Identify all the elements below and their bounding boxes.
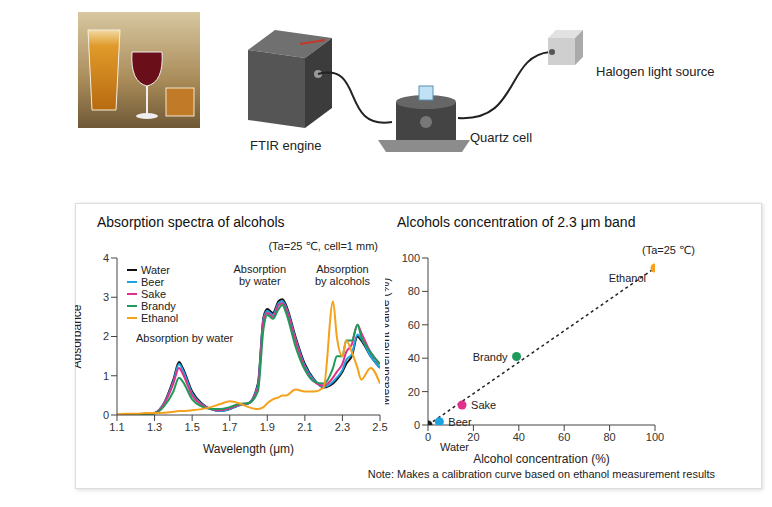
svg-text:Ethanol: Ethanol <box>609 272 646 284</box>
svg-text:100: 100 <box>646 431 664 443</box>
svg-text:3: 3 <box>103 291 109 303</box>
svg-text:0: 0 <box>425 431 431 443</box>
svg-text:Sake: Sake <box>471 399 496 411</box>
svg-text:Sake: Sake <box>141 288 166 300</box>
svg-text:Absorptionby water: Absorptionby water <box>233 263 286 287</box>
svg-text:1.5: 1.5 <box>184 421 199 433</box>
svg-text:Beer: Beer <box>141 276 165 288</box>
svg-text:Absorbance: Absorbance <box>75 304 84 368</box>
svg-text:4: 4 <box>103 252 109 264</box>
svg-text:Brandy: Brandy <box>141 300 176 312</box>
svg-text:2: 2 <box>103 330 109 342</box>
svg-text:100: 100 <box>402 252 420 264</box>
svg-text:1: 1 <box>103 370 109 382</box>
svg-text:Water: Water <box>141 264 170 276</box>
svg-text:2.1: 2.1 <box>297 421 312 433</box>
svg-text:Absorptionby alcohols: Absorptionby alcohols <box>315 263 371 287</box>
svg-text:(Ta=25 ℃): (Ta=25 ℃) <box>642 244 695 256</box>
svg-text:Alcohol concentration (%): Alcohol concentration (%) <box>473 452 610 466</box>
svg-text:1.3: 1.3 <box>147 421 162 433</box>
svg-text:40: 40 <box>513 431 525 443</box>
svg-text:Absorption by water: Absorption by water <box>136 332 234 344</box>
svg-text:(Ta=25 ℃, cell=1 mm): (Ta=25 ℃, cell=1 mm) <box>268 240 378 252</box>
svg-text:Beer: Beer <box>448 416 472 428</box>
html-text:Alcohols concentration of 2.3: Alcohols concentration of 2.3 μm band <box>397 214 636 230</box>
svg-text:Halogen light source: Halogen light source <box>596 64 715 79</box>
svg-text:Water: Water <box>440 441 469 453</box>
svg-text:80: 80 <box>408 285 420 297</box>
svg-text:2.5: 2.5 <box>372 421 387 433</box>
svg-text:60: 60 <box>558 431 570 443</box>
svg-text:60: 60 <box>408 319 420 331</box>
svg-text:40: 40 <box>408 352 420 364</box>
svg-text:Brandy: Brandy <box>473 351 508 363</box>
svg-text:Ethanol: Ethanol <box>141 312 178 324</box>
svg-text:0: 0 <box>414 419 420 431</box>
svg-text:1.1: 1.1 <box>109 421 124 433</box>
svg-text:20: 20 <box>467 431 479 443</box>
svg-text:20: 20 <box>408 386 420 398</box>
svg-text:Note: Makes a calibration curv: Note: Makes a calibration curve based on… <box>368 468 716 480</box>
html-text:Absorption spectra of alcohols: Absorption spectra of alcohols <box>97 214 285 230</box>
svg-text:1.7: 1.7 <box>222 421 237 433</box>
svg-text:2.3: 2.3 <box>335 421 350 433</box>
svg-text:1.9: 1.9 <box>260 421 275 433</box>
svg-text:Measurement value (%): Measurement value (%) <box>385 278 392 405</box>
svg-text:Wavelength (μm): Wavelength (μm) <box>203 442 294 456</box>
svg-text:0: 0 <box>103 409 109 421</box>
svg-text:Quartz cell: Quartz cell <box>470 130 532 145</box>
svg-text:80: 80 <box>603 431 615 443</box>
svg-text:FTIR engine: FTIR engine <box>250 138 322 153</box>
